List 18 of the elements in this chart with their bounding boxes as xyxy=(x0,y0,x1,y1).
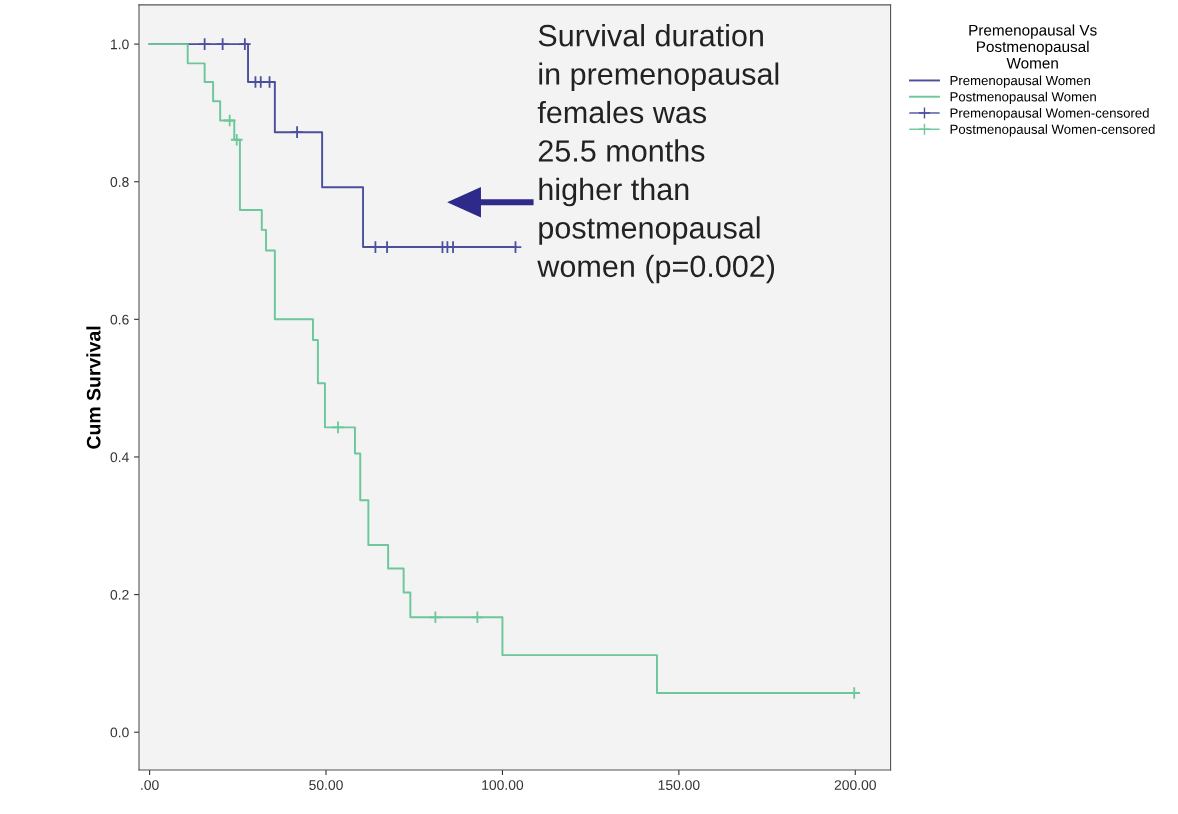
legend-label: Postmenopausal Women-censored xyxy=(950,124,1155,137)
x-tick-label: 100.00 xyxy=(482,780,524,790)
y-tick-label: 0.0 xyxy=(110,727,129,738)
x-tick-label: .00 xyxy=(141,780,159,790)
legend-label: Postmenopausal Women xyxy=(950,91,1096,105)
y-tick-label: 0.2 xyxy=(110,589,129,600)
x-tick-label: 50.00 xyxy=(309,780,343,790)
y-tick-label: 1.0 xyxy=(111,39,129,50)
x-tick-label: 200.00 xyxy=(834,780,876,790)
y-axis-title: Cum Survival xyxy=(86,326,101,449)
x-tick-label: 150.00 xyxy=(658,780,700,790)
y-tick-label: 0.6 xyxy=(110,314,129,325)
y-tick-label: 0.8 xyxy=(110,177,129,187)
legend-label: Premenopausal Women-censored xyxy=(950,108,1149,121)
y-tick-label: 0.4 xyxy=(110,452,129,463)
legend-label: Premenopausal Women xyxy=(950,75,1090,88)
legend-title: Premenopausal Vs Postmenopausal Women xyxy=(969,24,1097,69)
annotation: Survival duration in premenopausal females was 25.5 months higher than postmenopausal women (p=0.002) xyxy=(537,24,779,284)
